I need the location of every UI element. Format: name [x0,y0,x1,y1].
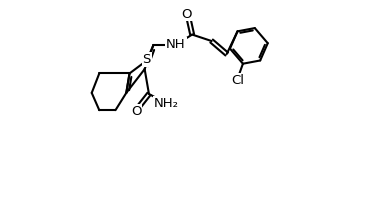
Text: NH₂: NH₂ [154,97,179,110]
Text: Cl: Cl [231,74,244,87]
Text: O: O [131,105,141,118]
Text: NH: NH [166,38,186,51]
Text: S: S [142,53,151,66]
Text: O: O [182,8,192,21]
